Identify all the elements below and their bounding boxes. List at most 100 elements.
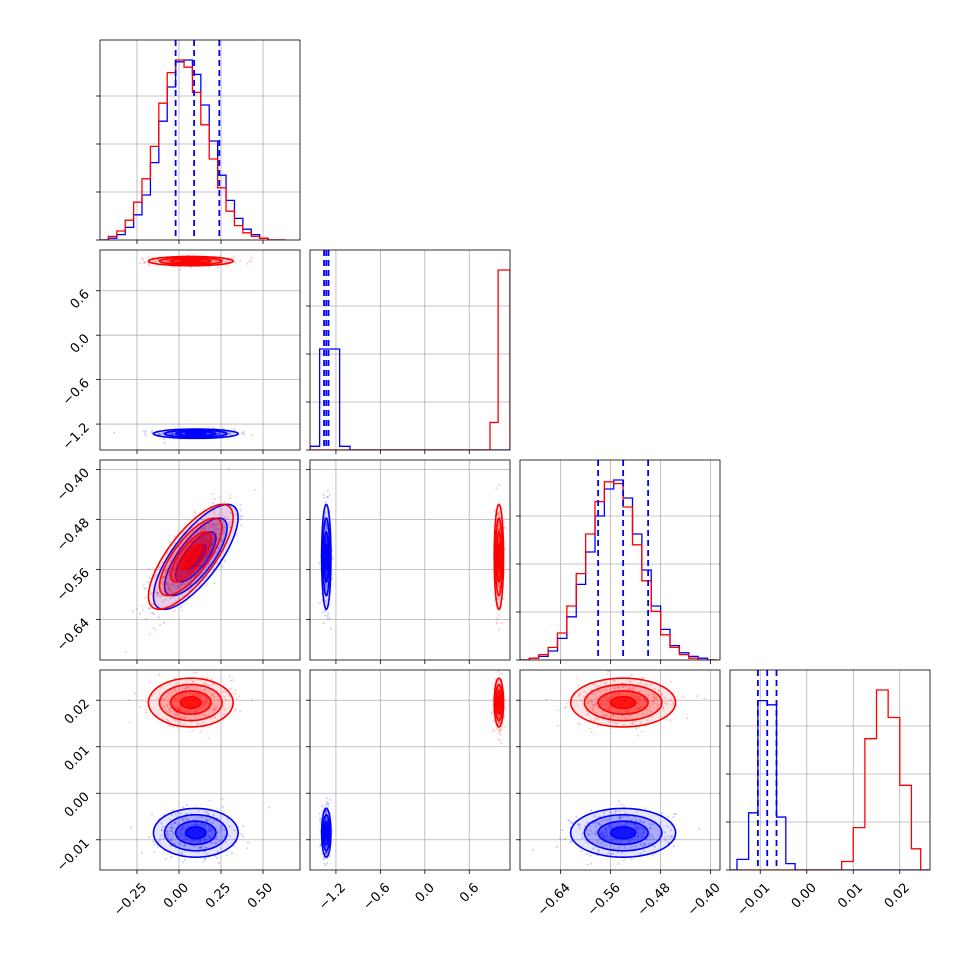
scatter-point: [201, 534, 204, 537]
scatter-point: [226, 817, 229, 821]
scatter-point: [208, 799, 211, 802]
scatter-point: [652, 836, 655, 840]
scatter-point: [234, 708, 238, 711]
scatter-point: [586, 841, 590, 844]
scatter-point: [497, 571, 501, 574]
scatter-point: [196, 559, 200, 562]
scatter-point: [207, 737, 210, 740]
scatter-point: [198, 568, 201, 571]
scatter-point: [651, 700, 654, 703]
scatter-point: [221, 797, 224, 801]
scatter-point: [636, 826, 639, 829]
scatter-point: [649, 826, 652, 829]
scatter-point: [179, 709, 182, 713]
scatter-point: [213, 497, 216, 500]
scatter-point: [639, 832, 642, 836]
scatter-point: [191, 686, 194, 689]
scatter-point: [617, 686, 620, 689]
scatter-point: [242, 433, 246, 436]
scatter-point: [168, 833, 171, 837]
scatter-point: [221, 538, 224, 541]
scatter-point: [181, 826, 184, 829]
scatter-point: [325, 523, 328, 526]
scatter-point: [661, 811, 664, 814]
scatter-point: [635, 828, 638, 831]
scatter-point: [198, 535, 201, 538]
panel-frame: [309, 249, 511, 451]
scatter-point: [150, 591, 154, 595]
scatter-point: [592, 707, 595, 710]
scatter-point: [620, 803, 624, 806]
scatter-point: [218, 496, 221, 499]
scatter-point: [643, 697, 646, 701]
scatter-point: [593, 815, 596, 818]
scatter-point: [131, 610, 134, 613]
scatter-point: [663, 836, 666, 839]
scatter-point: [208, 818, 211, 821]
scatter-point: [624, 694, 627, 697]
scatter-point: [165, 709, 168, 713]
scatter-point: [196, 541, 199, 544]
scatter-point: [165, 568, 168, 571]
scatter-point: [641, 713, 645, 716]
scatter-point: [326, 797, 329, 800]
scatter-point: [188, 589, 191, 592]
scatter-point: [591, 708, 594, 712]
scatter-point: [199, 823, 203, 827]
scatter-point: [636, 828, 639, 832]
scatter-point: [639, 681, 642, 685]
scatter-point: [320, 804, 324, 807]
scatter-point: [192, 694, 196, 697]
scatter-point: [182, 688, 185, 691]
scatter-point: [635, 727, 638, 730]
scatter-point: [609, 835, 612, 838]
scatter-point: [651, 703, 654, 706]
scatter-point: [204, 688, 207, 691]
scatter-point: [195, 671, 198, 674]
scatter-point: [177, 569, 180, 572]
scatter-point: [182, 716, 186, 719]
scatter-point: [319, 843, 322, 846]
scatter-point: [210, 543, 213, 546]
scatter-point: [209, 526, 212, 529]
scatter-point: [171, 809, 174, 812]
scatter-point: [197, 815, 200, 818]
scatter-point: [185, 681, 188, 685]
scatter-point: [585, 852, 588, 856]
scatter-point: [230, 687, 233, 690]
scatter-point: [497, 513, 500, 516]
panel-frame: [519, 669, 721, 871]
scatter-point: [163, 441, 166, 445]
scatter-point: [639, 819, 642, 822]
scatter-point: [643, 820, 646, 824]
scatter-point: [183, 858, 187, 861]
scatter-point: [172, 725, 175, 729]
scatter-point: [206, 812, 209, 815]
scatter-point: [606, 836, 610, 839]
scatter-point: [329, 627, 333, 631]
scatter-point: [319, 820, 322, 823]
scatter-point: [194, 823, 197, 826]
y-tick-label: −0.56: [54, 566, 93, 605]
scatter-point: [496, 582, 500, 585]
scatter-point: [160, 828, 163, 832]
scatter-point: [545, 698, 548, 701]
scatter-point: [204, 681, 208, 684]
scatter-point: [203, 525, 206, 528]
scatter-point: [176, 706, 180, 709]
scatter-point: [174, 821, 177, 825]
scatter-point: [216, 527, 219, 530]
scatter-point: [323, 496, 326, 499]
scatter-point: [195, 822, 198, 825]
scatter-point: [196, 841, 200, 844]
scatter-point: [147, 264, 150, 267]
scatter-point: [593, 683, 596, 687]
scatter-point: [228, 526, 232, 529]
scatter-point: [210, 542, 213, 545]
scatter-point: [203, 532, 206, 536]
scatter-point: [213, 544, 216, 547]
scatter-point: [206, 546, 209, 549]
scatter-point: [630, 692, 634, 695]
scatter-point: [623, 846, 626, 850]
scatter-point: [191, 729, 194, 732]
